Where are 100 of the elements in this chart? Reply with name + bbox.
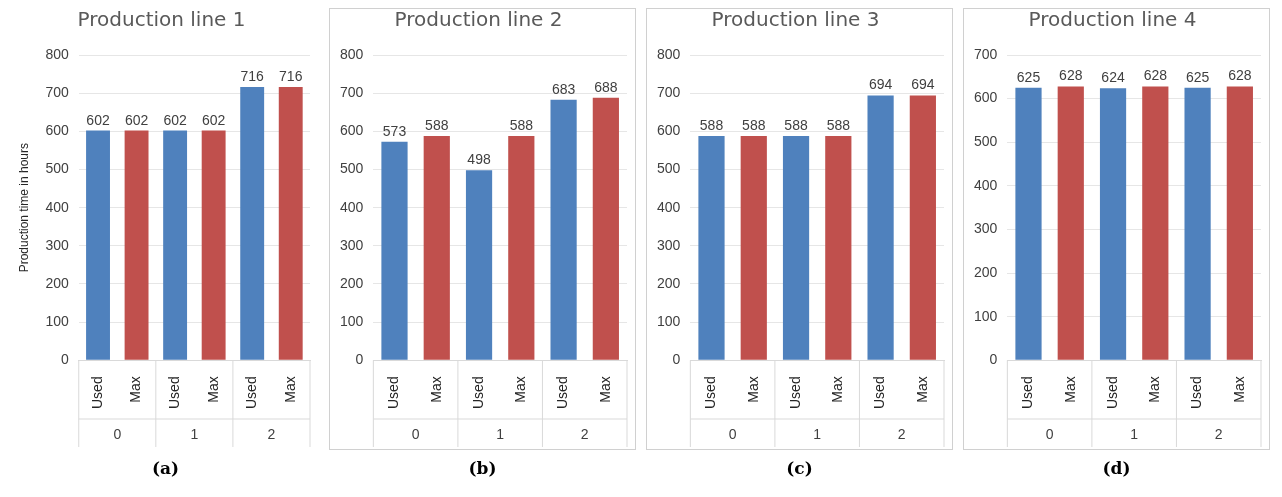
x-tick-label: Max xyxy=(596,376,613,403)
y-tick-label: 600 xyxy=(340,122,364,139)
data-label: 624 xyxy=(1101,69,1125,86)
x-tick-label: Used xyxy=(1103,376,1120,409)
data-label: 588 xyxy=(742,116,766,133)
text: 2 xyxy=(267,426,276,442)
y-tick-label: 0 xyxy=(989,351,998,368)
x-tick-label: Used xyxy=(554,376,571,409)
data-label: 602 xyxy=(86,111,110,128)
text: 1 xyxy=(496,426,505,442)
bar xyxy=(423,135,450,360)
y-tick-label: 100 xyxy=(657,313,681,330)
y-tick-label: 800 xyxy=(45,45,69,62)
data-label: 602 xyxy=(124,111,149,128)
text: 1 xyxy=(190,426,199,442)
text: 0 xyxy=(411,426,420,442)
data-label: 573 xyxy=(382,122,407,139)
y-tick-label: 200 xyxy=(974,263,998,280)
y-tick-label: 600 xyxy=(657,122,681,139)
x-tick-label: Max xyxy=(1146,376,1163,403)
chart-title: Production line 4 xyxy=(1028,7,1197,32)
x-tick-label: Used xyxy=(871,376,888,409)
data-label: 625 xyxy=(1016,68,1041,85)
x-tick-label: Used xyxy=(385,376,402,409)
y-tick-label: 700 xyxy=(657,84,681,101)
data-label: 716 xyxy=(240,68,265,85)
x-tick-label: Used xyxy=(88,376,105,409)
y-tick-label: 800 xyxy=(657,45,681,62)
data-label: 694 xyxy=(911,76,935,93)
bar xyxy=(592,97,619,360)
y-tick-label: 300 xyxy=(340,236,364,253)
data-label: 628 xyxy=(1228,67,1252,84)
y-tick-label: 0 xyxy=(60,351,69,368)
text: 1 xyxy=(1130,426,1139,442)
x-tick-label: Max xyxy=(204,376,221,403)
text: 2 xyxy=(1214,426,1223,442)
text: 0 xyxy=(1045,426,1054,442)
x-tick-label: Max xyxy=(913,376,930,403)
y-tick-label: 400 xyxy=(657,198,681,215)
chart-title: Production line 1 xyxy=(77,7,246,32)
text: (d) xyxy=(1102,458,1131,478)
x-tick-label: Max xyxy=(127,376,144,403)
chart-title: Production line 3 xyxy=(711,7,880,32)
text: (c) xyxy=(786,458,813,478)
y-tick-label: 300 xyxy=(974,220,998,237)
x-tick-label: Max xyxy=(427,376,444,403)
data-label: 716 xyxy=(279,68,303,85)
bar xyxy=(508,135,535,360)
data-label: 588 xyxy=(509,116,534,133)
y-tick-label: 100 xyxy=(974,307,998,324)
y-tick-label: 500 xyxy=(340,160,364,177)
text: 2 xyxy=(897,426,906,442)
x-tick-label: Used xyxy=(1188,376,1205,409)
y-tick-label: 0 xyxy=(672,351,681,368)
y-tick-label: 300 xyxy=(45,236,69,253)
y-tick-label: 600 xyxy=(45,122,69,139)
y-tick-label: 200 xyxy=(340,274,364,291)
y-tick-label: 700 xyxy=(340,84,364,101)
text: (a) xyxy=(151,458,180,478)
bar xyxy=(550,99,577,360)
y-tick-label: 700 xyxy=(45,84,69,101)
x-tick-label: Max xyxy=(829,376,846,403)
y-tick-label: 500 xyxy=(974,133,998,150)
y-tick-label: 0 xyxy=(355,351,364,368)
data-label: 602 xyxy=(201,111,226,128)
y-tick-label: 500 xyxy=(657,160,681,177)
y-tick-label: 200 xyxy=(657,274,681,291)
text: 1 xyxy=(813,426,822,442)
y-tick-label: 400 xyxy=(340,198,364,215)
x-tick-label: Used xyxy=(1019,376,1036,409)
data-label: 588 xyxy=(784,116,808,133)
data-label: 694 xyxy=(868,76,893,93)
x-tick-label: Max xyxy=(1230,376,1247,403)
text: 0 xyxy=(728,426,737,442)
data-label: 588 xyxy=(425,116,449,133)
text: 2 xyxy=(580,426,589,442)
x-tick-label: Used xyxy=(469,376,486,409)
data-label: 498 xyxy=(467,151,491,168)
x-tick-label: Max xyxy=(281,376,298,403)
data-label: 602 xyxy=(163,111,187,128)
x-tick-label: Used xyxy=(243,376,260,409)
bar xyxy=(465,170,493,360)
y-tick-label: 300 xyxy=(657,236,681,253)
text: (b) xyxy=(468,458,497,478)
data-label: 683 xyxy=(551,80,576,97)
y-tick-label: 500 xyxy=(45,160,69,177)
y-tick-label: 800 xyxy=(340,45,364,62)
chart-title: Production line 2 xyxy=(394,7,563,32)
x-tick-label: Used xyxy=(786,376,803,409)
y-tick-label: 400 xyxy=(45,198,69,215)
x-tick-label: Max xyxy=(1061,376,1078,403)
y-tick-label: 600 xyxy=(974,89,998,106)
y-tick-label: 700 xyxy=(974,45,998,62)
y-tick-label: 200 xyxy=(45,274,69,291)
data-label: 588 xyxy=(699,116,724,133)
x-tick-label: Used xyxy=(702,376,719,409)
bar xyxy=(381,141,408,360)
x-tick-label: Used xyxy=(165,376,182,409)
data-label: 628 xyxy=(1059,67,1083,84)
y-axis-title: Production time in hours xyxy=(16,142,31,273)
